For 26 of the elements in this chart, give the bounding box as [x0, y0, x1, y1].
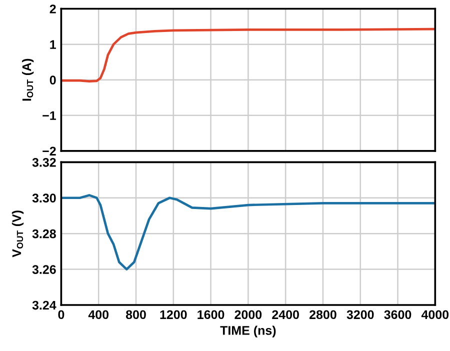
x-tick-label: 2000 — [234, 310, 262, 320]
x-tick-label: 3600 — [384, 310, 412, 320]
x-tick-label: 2400 — [272, 310, 299, 320]
y-tick-label: −2 — [42, 146, 56, 156]
y-tick-label: 3.26 — [32, 265, 56, 274]
x-tick-label: 4000 — [421, 310, 449, 320]
y-tick-label: 2 — [50, 4, 56, 14]
y-tick-label: 0 — [50, 76, 56, 85]
x-tick-label: 400 — [88, 310, 109, 320]
x-tick-label: 1200 — [160, 310, 187, 320]
line-series — [61, 28, 436, 82]
x-axis-title: TIME (ns) — [220, 326, 276, 338]
line-series — [61, 194, 436, 270]
y-axis-title: V$_{OUT}$ (V) — [12, 210, 24, 258]
y-axis-title: I$_{OUT}$ (A) — [22, 58, 34, 101]
y-tick-label: 1 — [50, 40, 56, 49]
y-tick-label: 3.32 — [32, 158, 56, 167]
y-tick-label: 3.28 — [32, 229, 56, 238]
y-tick-label: 3.30 — [32, 194, 56, 203]
y-tick-label: 3.24 — [32, 300, 56, 310]
x-tick-label: 800 — [126, 310, 146, 320]
x-tick-label: 3200 — [346, 310, 374, 320]
x-tick-label: 2800 — [309, 310, 336, 320]
y-tick-label: −1 — [42, 111, 56, 120]
x-tick-label: 0 — [58, 310, 64, 320]
x-tick-label: 1600 — [198, 310, 224, 320]
